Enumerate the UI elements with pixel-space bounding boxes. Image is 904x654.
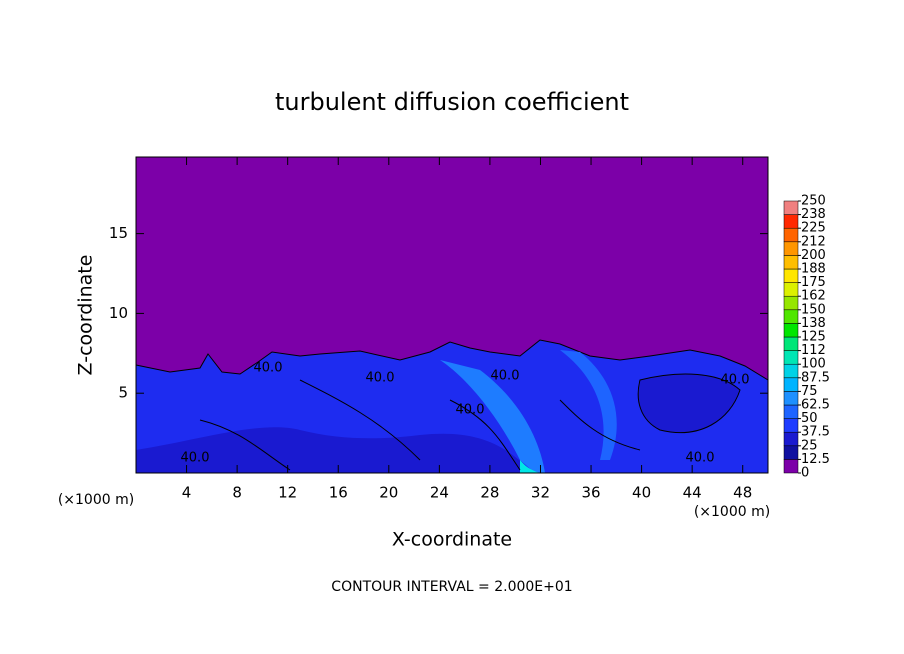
colorbar-label: 200 (801, 248, 826, 263)
chart-title: turbulent diffusion coefficient (275, 88, 629, 116)
turbulent-region (136, 427, 540, 473)
colorbar-label: 188 (801, 262, 826, 277)
y-tick-label: 10 (109, 304, 128, 322)
colorbar-label: 25 (801, 438, 818, 453)
colorbar-box (783, 323, 799, 338)
contour-label: 40.0 (254, 361, 283, 376)
x-tick-label: 28 (480, 484, 499, 502)
colorbar-box (783, 241, 799, 256)
contour-label: 40.0 (686, 451, 715, 466)
turbulent-region (637, 373, 741, 434)
colorbar-label: 250 (801, 194, 826, 209)
colorbar-label: 175 (801, 275, 826, 290)
colorbar-label: 225 (801, 221, 826, 236)
y-axis-label: Z-coordinate (75, 255, 97, 376)
contour-label: 40.0 (491, 369, 520, 384)
x-tick-label: 4 (182, 484, 192, 502)
x-tick-label: 8 (232, 484, 242, 502)
x-unit-label: (×1000 m) (694, 504, 770, 520)
contour-label: 40.0 (366, 371, 395, 386)
colorbar-box (783, 282, 799, 297)
contour-label: 40.0 (181, 451, 210, 466)
colorbar-label: 75 (801, 384, 818, 399)
turbulent-region (560, 350, 617, 460)
colorbar-box (783, 255, 799, 270)
colorbar-box (783, 459, 799, 474)
contour-line (199, 379, 641, 471)
colorbar-label: 138 (801, 316, 826, 331)
colorbar-box (783, 418, 799, 433)
colorbar-box (783, 404, 799, 419)
colorbar-label: 162 (801, 289, 826, 304)
colorbar-box (783, 363, 799, 379)
plot-frame (135, 156, 769, 474)
x-tick-label: 32 (531, 484, 550, 502)
y-tick-label: 15 (109, 224, 128, 242)
y-unit-label: (×1000 m) (58, 492, 134, 508)
x-tick-label: 24 (430, 484, 449, 502)
colorbar-label: 37.5 (801, 425, 830, 440)
x-tick-label: 48 (733, 484, 752, 502)
colorbar-label: 50 (801, 411, 818, 426)
colorbar-box (783, 445, 799, 460)
colorbar-box (783, 200, 799, 215)
colorbar-label: 87.5 (801, 370, 830, 385)
colorbar-label: 0 (801, 466, 809, 481)
turbulent-region (520, 460, 540, 473)
x-tick-label: 16 (329, 484, 348, 502)
contour-label: 40.0 (456, 403, 485, 418)
colorbar-box (783, 391, 799, 406)
colorbar-box (783, 295, 799, 311)
y-tick-label: 5 (118, 384, 128, 402)
colorbar-label: 150 (801, 302, 826, 317)
colorbar-box (783, 309, 799, 324)
colorbar-label: 62.5 (801, 398, 830, 413)
colorbar-label: 125 (801, 330, 826, 345)
x-axis-label: X-coordinate (392, 529, 512, 551)
colorbar-box (783, 350, 799, 365)
x-tick-label: 20 (379, 484, 398, 502)
turbulent-region (440, 360, 545, 473)
colorbar-box (783, 431, 799, 447)
colorbar-box (783, 377, 799, 392)
colorbar-box (783, 336, 799, 351)
contour-label: 40.0 (721, 373, 750, 388)
colorbar-label: 112 (801, 343, 826, 358)
x-tick-label: 40 (632, 484, 651, 502)
x-tick-label: 36 (581, 484, 600, 502)
x-tick-label: 44 (683, 484, 702, 502)
colorbar-label: 100 (801, 357, 826, 372)
colorbar-label: 238 (801, 207, 826, 222)
colorbar-box (783, 268, 799, 283)
colorbar-label: 12.5 (801, 452, 830, 467)
colorbar-box (783, 227, 799, 243)
field (135, 157, 769, 474)
colorbar-box (783, 214, 799, 229)
colorbar-label: 212 (801, 234, 826, 249)
footer-note: CONTOUR INTERVAL = 2.000E+01 (331, 579, 572, 595)
x-tick-label: 12 (278, 484, 297, 502)
